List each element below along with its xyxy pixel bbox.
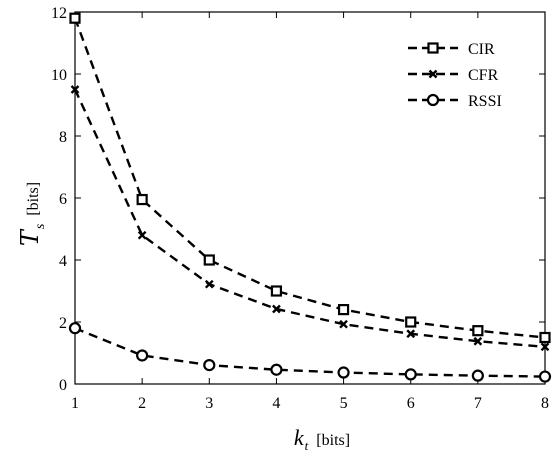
circle-marker — [471, 369, 484, 382]
circle-marker — [68, 322, 82, 335]
square-marker — [69, 12, 81, 24]
series-line — [73, 17, 546, 339]
circle-marker — [404, 368, 417, 381]
y-tick-label: 8 — [59, 129, 67, 146]
series-layer — [68, 12, 552, 383]
series-cir — [69, 12, 551, 344]
legend-label: RSSI — [468, 93, 502, 110]
legend-item-cfr: CFR — [408, 67, 499, 84]
legend-label: CIR — [468, 41, 495, 58]
series-line — [73, 88, 546, 348]
x-marker — [137, 230, 147, 240]
x-marker — [339, 319, 348, 329]
x-marker — [540, 342, 550, 352]
y-tick-label: 10 — [51, 67, 67, 84]
x-marker — [204, 279, 214, 289]
square-marker — [405, 316, 417, 328]
x-tick-label: 2 — [138, 395, 146, 412]
x-tick-label: 3 — [205, 395, 213, 412]
x-tick-label: 7 — [474, 395, 482, 412]
circle-marker — [270, 363, 283, 376]
square-marker — [427, 42, 439, 54]
x-tick-label: 4 — [272, 395, 280, 412]
legend-label: CFR — [468, 67, 499, 84]
legend-item-rssi: RSSI — [408, 93, 502, 110]
y-tick-label: 2 — [59, 315, 67, 332]
x-axis-label: kt [bits] — [294, 425, 350, 453]
y-axis-label: Ts[bits] — [16, 182, 48, 246]
legend: CIR CFR RSSI — [408, 41, 502, 110]
x-marker — [473, 336, 483, 346]
square-marker — [472, 325, 484, 337]
circle-marker — [426, 93, 440, 107]
square-marker — [203, 254, 215, 266]
y-tick-label: 6 — [59, 191, 67, 208]
square-marker — [136, 193, 148, 206]
circle-marker — [203, 358, 216, 372]
series-line — [74, 327, 546, 378]
square-marker — [270, 285, 283, 297]
square-marker — [539, 331, 551, 344]
circle-marker — [136, 349, 149, 362]
x-marker — [272, 304, 281, 314]
circle-marker — [337, 366, 350, 379]
x-marker — [70, 85, 80, 94]
square-marker — [337, 304, 350, 316]
circle-marker — [538, 370, 552, 383]
axis-labels: Ts[bits] kt [bits] — [16, 182, 350, 453]
series-cfr — [70, 85, 550, 352]
y-tick-label: 0 — [59, 377, 67, 394]
y-tick-label: 12 — [51, 5, 67, 22]
x-marker — [406, 329, 416, 339]
x-tick-label: 1 — [71, 395, 79, 412]
x-tick-label: 8 — [541, 395, 549, 412]
x-tick-label: 6 — [407, 395, 415, 412]
legend-item-cir: CIR — [408, 41, 495, 58]
series-rssi — [68, 322, 552, 383]
x-tick-label: 5 — [340, 395, 348, 412]
x-marker — [428, 69, 438, 79]
y-tick-label: 4 — [59, 253, 67, 270]
